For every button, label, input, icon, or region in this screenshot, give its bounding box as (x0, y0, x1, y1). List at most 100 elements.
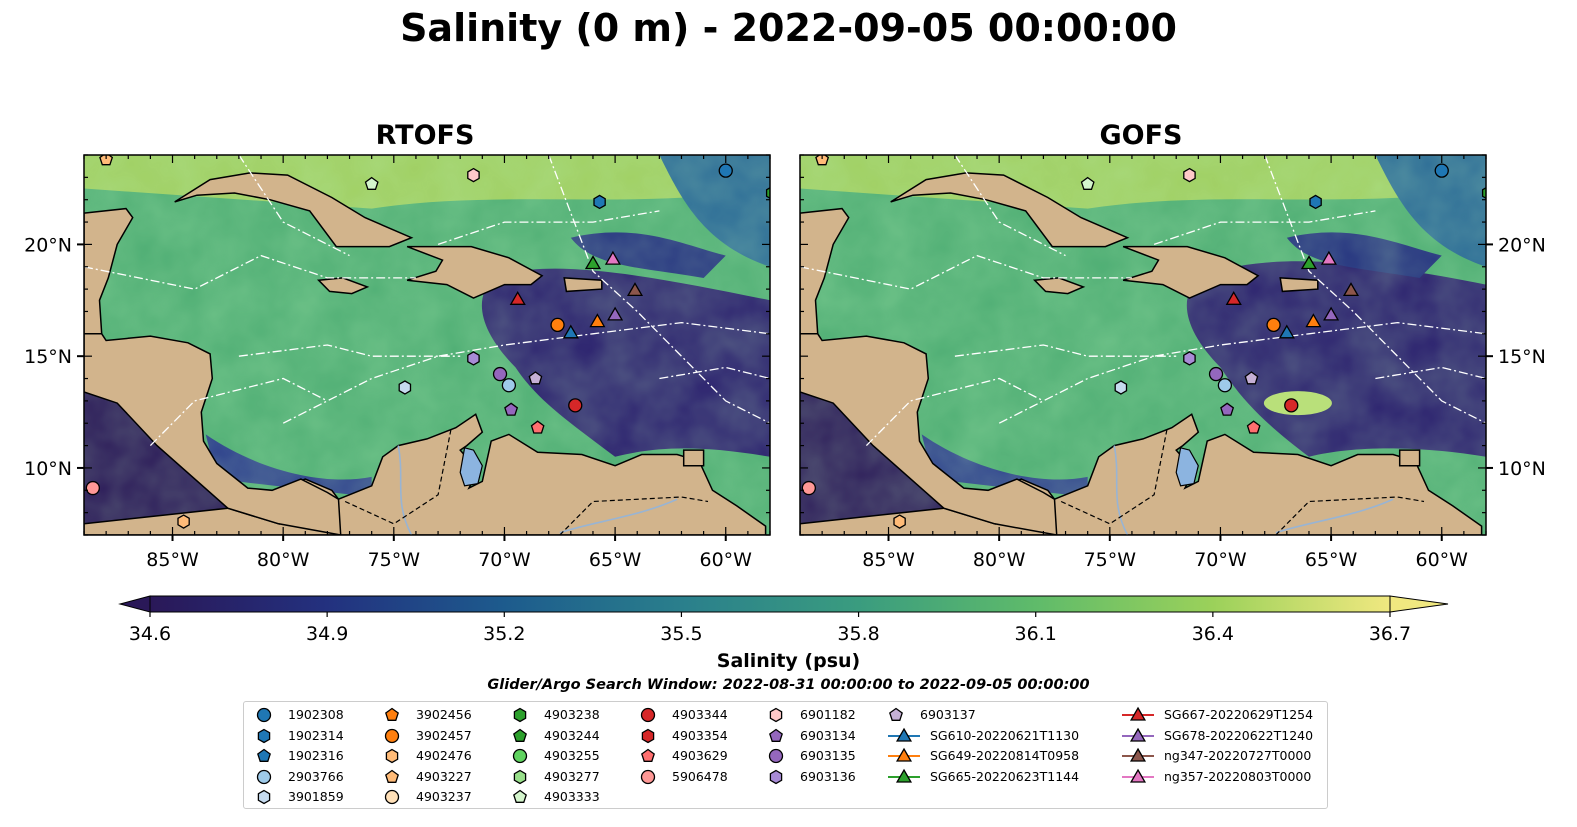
legend-pentagon-icon (513, 789, 527, 803)
legend-label: 6901182 (800, 707, 856, 722)
obs-marker-4903238 (765, 187, 770, 199)
lat-tick-label: 15°N (24, 346, 72, 368)
lat-tick-label: 10°N (24, 458, 72, 480)
land-trinidad (682, 449, 705, 467)
lat-tick-label: 20°N (24, 234, 72, 256)
legend-pentagon-icon (385, 707, 399, 721)
legend-marker (640, 707, 656, 723)
legend-pentagon-icon (513, 728, 527, 742)
legend-pentagon-icon (889, 707, 903, 721)
lake-maracaibo (1175, 447, 1199, 487)
legend-marker (385, 707, 399, 721)
country-border (1060, 427, 1168, 525)
map-frame (799, 154, 1487, 536)
search-window-caption: Glider/Argo Search Window: 2022-08-31 00… (487, 677, 1090, 693)
eez-boundary (84, 254, 416, 290)
lat-tick-label: 20°N (1498, 234, 1546, 256)
legend-label: 5906478 (672, 768, 728, 784)
legend-hexagon-icon (641, 728, 655, 743)
legend-label: 6903135 (800, 748, 856, 763)
obs-marker-6903137 (528, 371, 543, 385)
lon-tick-label: 60°W (1416, 549, 1469, 571)
legend-label: 4903344 (672, 707, 728, 722)
map-panel-rtofs[interactable]: 85°W 80°W 75°W 70°W 65°W 60°W 20°N 15°N 10°N (24, 153, 778, 571)
obs-marker-4903227 (815, 155, 830, 166)
legend-circle-icon (384, 789, 400, 805)
legend-pentagon-icon (385, 769, 399, 783)
colorbar-extend-high (1389, 595, 1449, 613)
river (1275, 498, 1394, 534)
legend-triangle-icon (1129, 727, 1147, 742)
obs-marker-6903134 (1220, 402, 1235, 416)
obs-marker-SG667-20220629T1254 (1225, 291, 1242, 305)
legend-label: 1902316 (288, 748, 344, 763)
eez-boundary (149, 377, 328, 447)
legend-marker (889, 707, 903, 721)
colorbar-tick-label: 35.2 (483, 623, 525, 645)
legend-label: 1902314 (288, 727, 344, 743)
obs-marker-4903629 (1246, 420, 1261, 434)
legend-label: SG678-20220622T1240 (1164, 727, 1314, 743)
legend-marker (385, 748, 399, 764)
land-puertorico (1279, 277, 1319, 293)
legend-triangle-icon (895, 768, 913, 783)
obs-marker-3901859 (398, 380, 412, 395)
lat-tick-label: 15°N (1498, 346, 1546, 368)
legend-marker (768, 748, 784, 764)
obs-marker-4903344 (568, 398, 583, 413)
obs-marker-SG665-20220623T1144 (1300, 255, 1318, 270)
obs-marker-3901859 (1114, 380, 1128, 395)
legend-circle-icon (512, 748, 528, 764)
obs-marker-6903136 (1183, 351, 1196, 366)
legend-marker (256, 707, 272, 723)
legend-marker (256, 769, 272, 784)
land-cuba (174, 172, 414, 248)
legend-marker (1122, 747, 1154, 762)
legend-label: 3902456 (416, 707, 472, 722)
panel-title-gofs: GOFS (1099, 120, 1183, 151)
lon-tick-label: 70°W (1194, 549, 1247, 571)
colorbar-tick-label: 36.7 (1369, 623, 1411, 645)
obs-marker-3902457 (550, 317, 565, 333)
legend-label: 4903227 (416, 768, 472, 784)
legend-label: 4902476 (416, 748, 472, 763)
obs-marker-SG610-20220621T1130 (562, 324, 579, 339)
lon-tick-label: 75°W (1084, 549, 1137, 571)
eez-boundary (282, 321, 770, 424)
obs-marker-SG649-20220814T0958 (589, 313, 606, 328)
legend-pentagon-icon (641, 748, 655, 762)
legend-circle-icon (640, 707, 656, 723)
legend-hexagon-icon (385, 748, 399, 764)
eez-boundary (1264, 155, 1486, 424)
legend-label: 6903136 (800, 768, 856, 784)
obs-marker-1902308 (1434, 163, 1449, 178)
legend-triangle-icon (895, 747, 913, 762)
lon-tick-label: 80°W (257, 549, 310, 571)
legend-marker (769, 728, 783, 742)
obs-marker-6903137 (1244, 371, 1259, 385)
eez-boundary (548, 155, 770, 424)
eez-boundary (659, 366, 770, 380)
eez-boundary (998, 321, 1486, 424)
legend-label: 3901859 (288, 789, 344, 804)
legend-triangle-icon (1129, 747, 1147, 762)
legend-label: 4903277 (544, 768, 600, 784)
legend: 1902308 1902314 1902316 2903766 3901859 39024… (243, 701, 1328, 809)
legend-label: 4903237 (416, 789, 472, 804)
lon-tick-label: 85°W (862, 549, 915, 571)
obs-marker-2903766 (1217, 378, 1233, 393)
obs-marker-SG678-20220622T1240 (607, 306, 624, 321)
colorbar-tick-label: 36.4 (1192, 623, 1234, 645)
legend-label: ng357-20220803T0000 (1164, 768, 1312, 784)
figure-title: Salinity (0 m) - 2022-09-05 00:00:00 (400, 6, 1177, 50)
lon-tick-label: 80°W (973, 549, 1026, 571)
legend-label: 4903629 (672, 748, 728, 763)
legend-label: 4903244 (544, 727, 600, 743)
land-centralamerica (84, 333, 342, 535)
legend-label: 2903766 (288, 768, 344, 784)
legend-label: 4903333 (544, 789, 600, 804)
obs-marker-SG610-20220621T1130 (1278, 324, 1295, 339)
map-panel-gofs[interactable]: 85°W 80°W 75°W 70°W 65°W 60°W 20°N 15°N 10°N (799, 153, 1546, 571)
obs-marker-4903344 (1284, 398, 1299, 413)
lon-tick-label: 70°W (478, 549, 531, 571)
